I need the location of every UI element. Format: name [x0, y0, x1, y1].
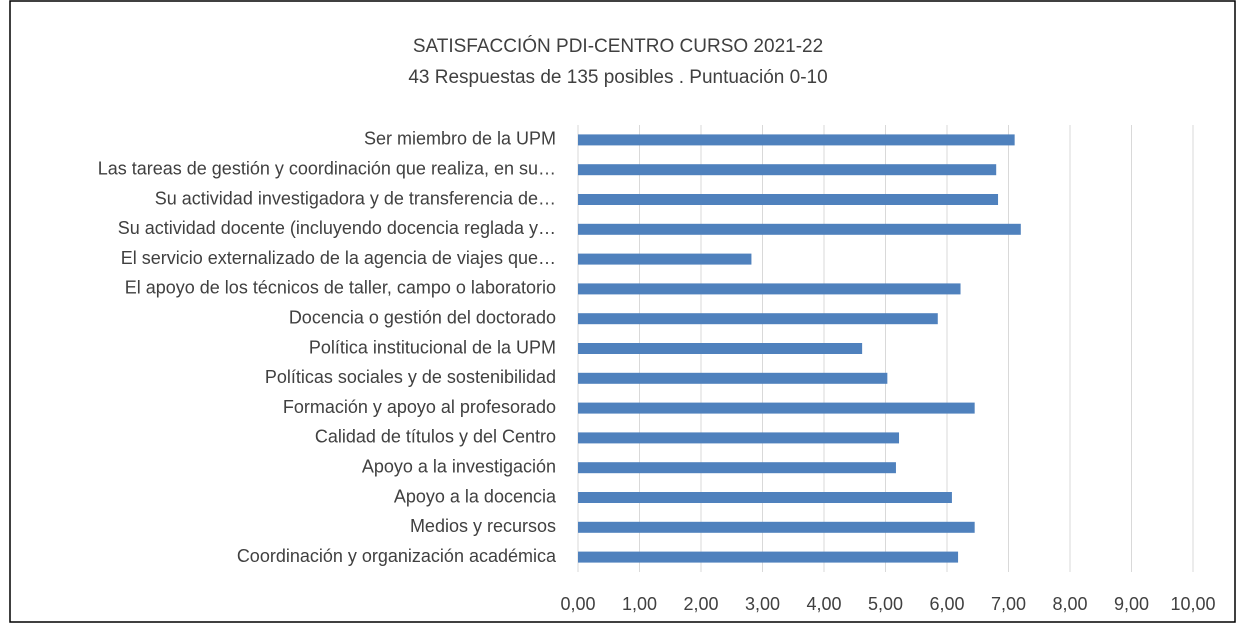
x-tick-label: 6,00: [929, 594, 964, 614]
y-tick-label: Formación y apoyo al profesorado: [283, 397, 556, 417]
y-tick-label: Su actividad investigadora y de transfer…: [155, 188, 556, 208]
bar: [578, 313, 938, 325]
bar: [578, 492, 952, 503]
x-tick-label: 7,00: [991, 594, 1026, 614]
y-tick-label: Calidad de títulos y del Centro: [315, 427, 556, 447]
bar: [578, 194, 999, 205]
bar: [578, 521, 975, 533]
y-tick-label: Su actividad docente (incluyendo docenci…: [118, 218, 556, 238]
y-tick-label: El apoyo de los técnicos de taller, camp…: [125, 278, 556, 298]
bar: [578, 551, 959, 563]
y-tick-label: Políticas sociales y de sostenibilidad: [265, 367, 556, 387]
y-tick-label: Apoyo a la investigación: [362, 456, 556, 476]
x-tick-label: 5,00: [868, 594, 903, 614]
y-tick-label: Docencia o gestión del doctorado: [289, 307, 556, 327]
bars: [578, 134, 1021, 563]
bar: [578, 223, 1021, 235]
bar: [578, 372, 888, 384]
bar: [578, 462, 896, 474]
y-tick-label: Medios y recursos: [410, 516, 556, 536]
bar: [578, 402, 975, 414]
x-tick-label: 0,00: [560, 594, 595, 614]
x-tick-label: 10,00: [1170, 594, 1215, 614]
bar: [578, 283, 961, 295]
x-tick-label: 4,00: [806, 594, 841, 614]
chart-title: SATISFACCIÓN PDI-CENTRO CURSO 2021-22: [413, 35, 823, 57]
x-tick-label: 1,00: [622, 594, 657, 614]
y-tick-label: Apoyo a la docencia: [394, 486, 557, 506]
x-tick-label: 2,00: [683, 594, 718, 614]
bar: [578, 432, 900, 444]
chart-border: [9, 0, 1236, 623]
y-tick-label: Las tareas de gestión y coordinación que…: [98, 158, 556, 178]
y-tick-label: Ser miembro de la UPM: [364, 129, 556, 149]
x-tick-label: 8,00: [1052, 594, 1087, 614]
y-tick-label: Política institucional de la UPM: [309, 337, 556, 357]
x-tick-label: 3,00: [745, 594, 780, 614]
bar: [578, 253, 752, 265]
y-tick-label: Coordinación y organización académica: [237, 546, 557, 566]
bar: [578, 164, 997, 176]
x-tick-label: 9,00: [1114, 594, 1149, 614]
bar: [578, 134, 1015, 146]
y-tick-label: El servicio externalizado de la agencia …: [121, 248, 556, 268]
bar: [578, 343, 863, 354]
chart-subtitle: 43 Respuestas de 135 posibles . Puntuaci…: [408, 67, 827, 88]
